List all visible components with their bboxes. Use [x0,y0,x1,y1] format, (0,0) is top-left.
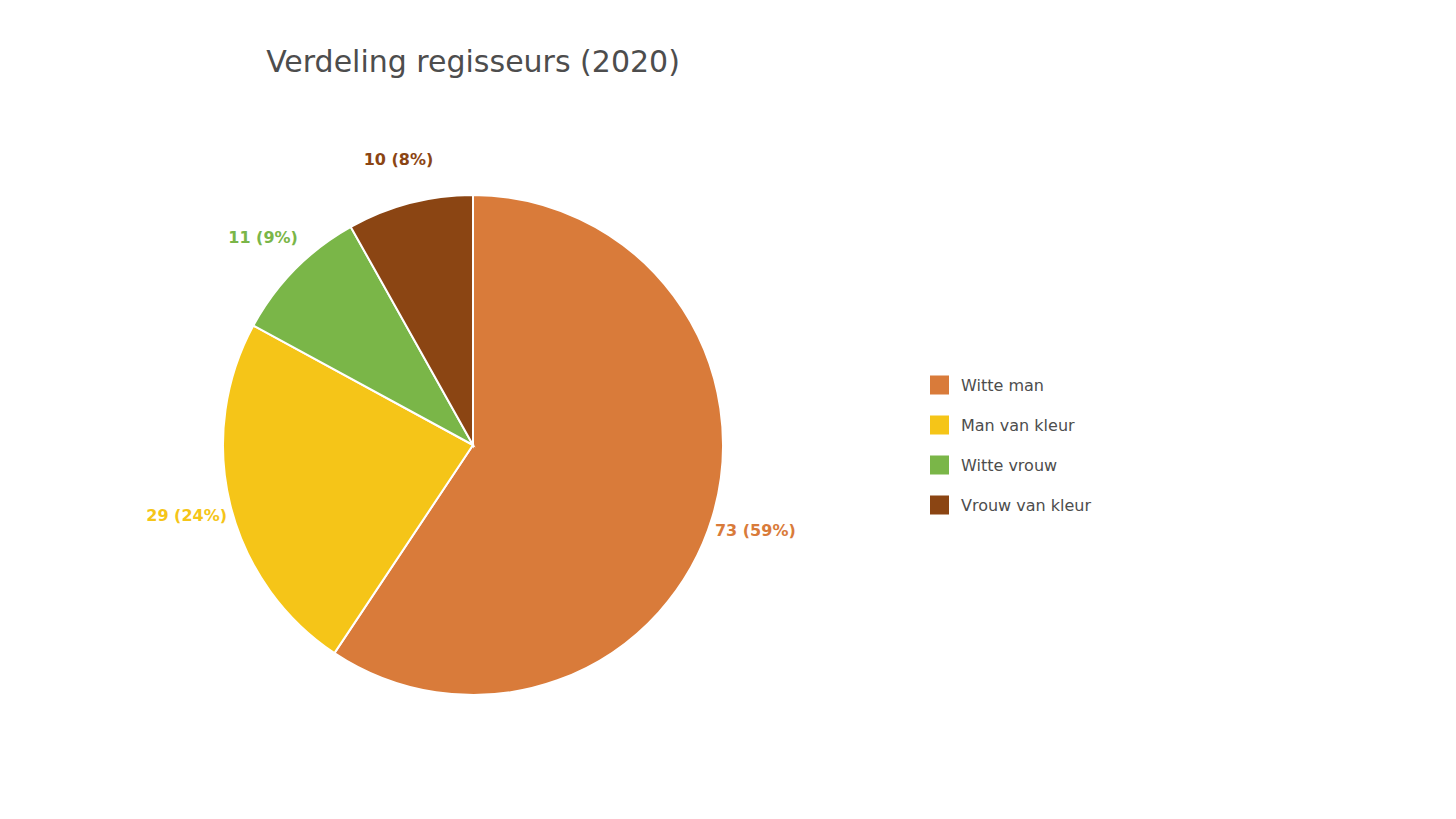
pie [223,195,723,695]
legend-swatch [930,376,949,395]
legend-label: Man van kleur [961,416,1075,435]
data-label: 73 (59%) [715,521,796,540]
legend-swatch [930,456,949,475]
background [0,0,1456,819]
chart-container: Verdeling regisseurs (2020) 73 (59%) 29 (2… [0,0,1456,819]
legend-label: Vrouw van kleur [961,496,1091,515]
data-label: 11 (9%) [228,228,298,247]
legend: Witte man Man van kleur Witte vrouw Vrouw v… [930,376,1091,515]
data-label: 10 (8%) [364,150,434,169]
chart: Verdeling regisseurs (2020) 73 (59%) 29 (2… [0,0,1456,819]
title: Verdeling regisseurs (2020) [266,44,680,79]
legend-label: Witte man [961,376,1044,395]
pie-slice [351,195,473,445]
legend-label: Witte vrouw [961,456,1057,475]
data-label: 29 (24%) [146,506,227,525]
data-labels: 73 (59%) 29 (24%) 11 (9%) 10 (8%) [146,150,795,540]
legend-swatch [930,416,949,435]
legend-swatch [930,496,949,515]
